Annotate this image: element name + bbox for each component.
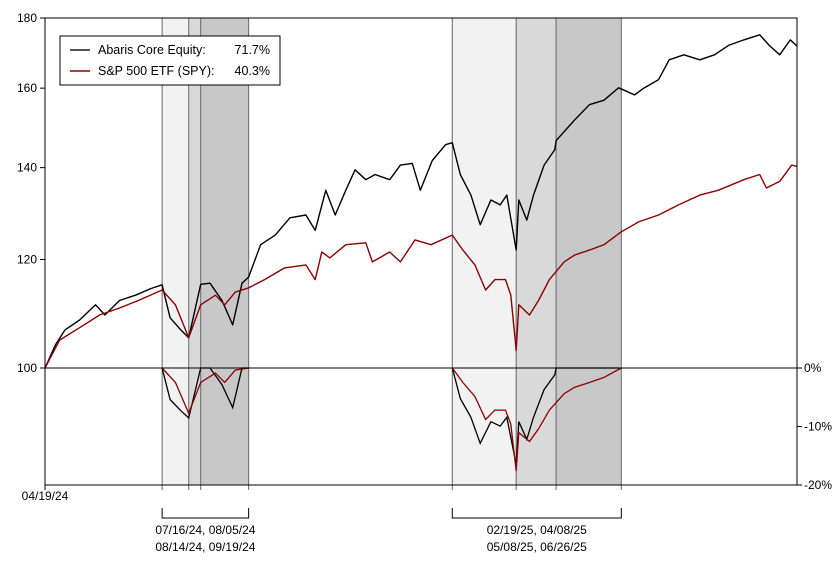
legend-value-spy: 40.3% bbox=[235, 64, 270, 78]
series-line-s-p-500-etf-spy- bbox=[44, 164, 798, 369]
period-shade bbox=[452, 18, 517, 485]
period-label-line2: 05/08/25, 06/26/25 bbox=[487, 540, 587, 554]
y-axis-tick-label: 100 bbox=[17, 361, 37, 375]
x-axis-start-label: 04/19/24 bbox=[22, 489, 69, 503]
plot-frame bbox=[44, 17, 798, 486]
series-lines bbox=[44, 34, 798, 369]
y2-axis-tick-label: -20% bbox=[804, 478, 832, 492]
legend-label-spy: S&P 500 ETF (SPY): bbox=[98, 64, 214, 78]
period-label-line2: 08/14/24, 09/19/24 bbox=[155, 540, 255, 554]
y-axis-tick-label: 120 bbox=[17, 252, 37, 266]
drawdown-period-shading bbox=[161, 18, 622, 490]
period-bracket bbox=[451, 508, 622, 519]
y-axis-tick-label: 140 bbox=[17, 161, 37, 175]
period-shade bbox=[200, 18, 249, 485]
period-shade bbox=[556, 18, 622, 485]
period-shade bbox=[188, 18, 201, 485]
y-axis-tick-label: 180 bbox=[17, 11, 37, 25]
period-shade bbox=[162, 18, 189, 485]
period-shade bbox=[516, 18, 557, 485]
legend-box bbox=[59, 35, 281, 86]
y2-axis-tick-label: -10% bbox=[804, 420, 832, 434]
legend: Abaris Core Equity: 71.7% S&P 500 ETF (S… bbox=[59, 35, 281, 86]
period-label-line1: 07/16/24, 08/05/24 bbox=[155, 523, 255, 537]
series-line-abaris-core-equity bbox=[44, 34, 798, 369]
axes: 07/16/24, 08/05/24 08/14/24, 09/19/24 02/1… bbox=[17, 11, 832, 554]
y2-axis-tick-label: 0% bbox=[804, 361, 822, 375]
legend-value-abaris: 71.7% bbox=[235, 43, 270, 57]
drawdown-line bbox=[161, 367, 249, 415]
y-axis-tick-label: 160 bbox=[17, 81, 37, 95]
drawdown-line bbox=[451, 367, 622, 472]
period-label-line1: 02/19/25, 04/08/25 bbox=[487, 523, 587, 537]
period-bracket bbox=[161, 508, 250, 519]
legend-label-abaris: Abaris Core Equity: bbox=[98, 43, 206, 57]
